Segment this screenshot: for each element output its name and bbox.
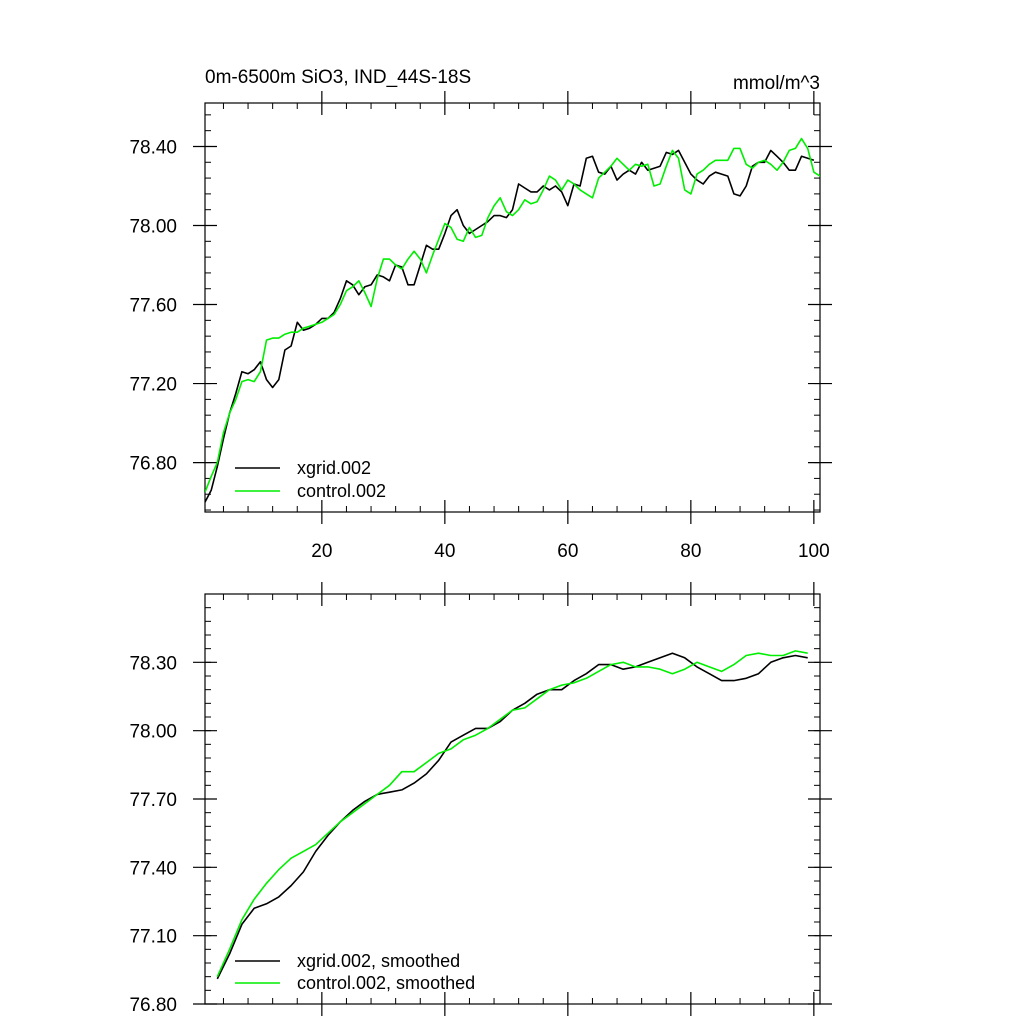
x-tick-label: 100 [798, 541, 830, 562]
bottom-panel: 76.80 77.10 77.40 77.70 78.00 78.30 xgrid.002,… [129, 582, 832, 1016]
x-tick-label: 40 [434, 541, 455, 562]
x-tick-label: 80 [680, 541, 701, 562]
chart-title: 0m-6500m SiO3, IND_44S-18S [205, 67, 471, 88]
legend-entry-label: xgrid.002 [297, 458, 371, 478]
y-tick-label: 77.60 [129, 296, 177, 317]
y-tick-label: 77.70 [129, 790, 177, 811]
top-panel: 76.80 77.20 77.60 78.00 78.40 20 40 60 80 100 0m-6… [129, 67, 832, 562]
legend-entry-label: control.002 [297, 481, 386, 501]
y-tick-label: 78.40 [129, 137, 177, 158]
y-tick-label: 78.00 [129, 722, 177, 743]
series-line-xgrid [216, 652, 808, 980]
series-line-control [216, 650, 808, 978]
series-line-xgrid [205, 149, 815, 503]
y-tick-label: 78.00 [129, 217, 177, 238]
y-tick-label: 76.80 [129, 995, 177, 1016]
y-tick-label: 77.10 [129, 927, 177, 948]
legend-entry-label: xgrid.002, smoothed [297, 951, 460, 971]
units-label: mmol/m^3 [733, 73, 820, 94]
y-tick-label: 76.80 [129, 454, 177, 475]
x-tick-label: 20 [311, 541, 332, 562]
series-line-control [205, 137, 820, 493]
plot-frame [204, 102, 821, 513]
y-tick-label: 77.20 [129, 375, 177, 396]
plot-frame [204, 593, 821, 1005]
y-tick-label: 77.40 [129, 858, 177, 879]
legend-entry-label: control.002, smoothed [297, 973, 475, 993]
x-tick-label: 60 [557, 541, 578, 562]
y-tick-label: 78.30 [129, 653, 177, 674]
